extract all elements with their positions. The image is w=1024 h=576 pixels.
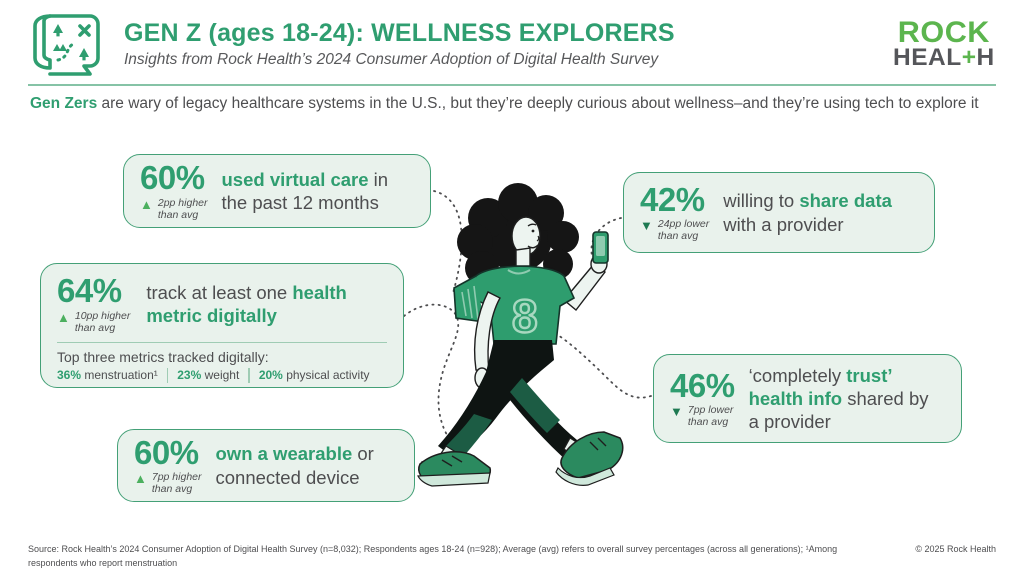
trend-up-icon: ▲ — [134, 471, 147, 487]
metrics-subheading: Top three metrics tracked digitally: — [57, 348, 269, 365]
sneakers — [417, 431, 624, 487]
metric-physical-activity: 20% physical activity — [258, 368, 370, 383]
copyright: © 2025 Rock Health — [915, 544, 996, 554]
stat-card-share-data: 42% ▼ 24pp lower than avg willing to shar… — [623, 172, 935, 253]
treasure-map-icon — [33, 14, 100, 76]
page-title: GEN Z (ages 18-24): WELLNESS EXPLORERS — [124, 19, 675, 47]
trend-down-icon: ▼ — [670, 404, 683, 420]
stat-card-virtual-care: 60% ▲ 2pp higher than avg used virtual ca… — [123, 154, 431, 228]
face — [511, 216, 541, 267]
trend-down-icon: ▼ — [640, 218, 653, 234]
trend-up-icon: ▲ — [140, 196, 153, 212]
metric-separator — [166, 367, 169, 383]
stat-value: 42% — [640, 180, 705, 218]
stat-card-track-metric: 64% ▲ 10pp higher than avg track at least… — [40, 263, 404, 388]
phone-icon — [592, 231, 609, 264]
afro-hair — [457, 183, 579, 298]
footer: Source: Rock Health’s 2024 Consumer Adop… — [28, 543, 996, 570]
sock — [439, 445, 463, 467]
stat-value: 60% — [134, 433, 199, 471]
page-subtitle: Insights from Rock Health’s 2024 Consume… — [124, 51, 659, 68]
stat-description: willing to share data with a provider — [723, 190, 892, 235]
stat-description: track at least one health metric digital… — [146, 281, 347, 326]
stat-delta-label: 10pp higher than avg — [74, 309, 131, 334]
metric-menstruation: 36% menstruation¹ — [57, 368, 158, 383]
stat-description: used virtual care in the past 12 months — [221, 168, 389, 213]
stat-card-trust: 46% ▼ 7pp lower than avg ‘completely trus… — [653, 354, 962, 443]
rock-health-logo: ROCK HEAL+H — [893, 16, 995, 71]
card-inner-divider — [57, 341, 387, 343]
sock — [563, 437, 587, 461]
logo-word-health: HEAL+H — [893, 43, 995, 71]
logo-word-rock: ROCK — [898, 16, 991, 50]
stat-description: ‘completely trust’ health info shared by… — [748, 364, 929, 433]
stat-delta-label: 24pp lower than avg — [657, 218, 710, 243]
top-metrics-row: 36% menstruation¹ 23% weight 20% physica… — [57, 367, 387, 383]
stat-delta-label: 7pp lower than avg — [687, 404, 734, 429]
stat-value: 60% — [140, 159, 205, 197]
metric-weight: 23% weight — [177, 368, 240, 383]
stat-delta-label: 7pp higher than avg — [151, 471, 202, 496]
logo-plus-glyph: + — [961, 43, 977, 71]
stat-delta-label: 2pp higher than avg — [157, 196, 208, 221]
hanging-arm — [473, 291, 501, 389]
jersey-number: 8 — [512, 290, 538, 342]
trend-up-icon: ▲ — [57, 309, 70, 325]
tagline: Gen Zers are wary of legacy healthcare s… — [0, 86, 1024, 113]
jersey: 8 — [453, 265, 576, 345]
stat-description: own a wearable or connected device — [215, 443, 374, 488]
tagline-lead: Gen Zers — [30, 95, 98, 112]
header: GEN Z (ages 18-24): WELLNESS EXPLORERS I… — [0, 0, 1024, 84]
header-divider — [28, 84, 996, 86]
stat-card-wearable: 60% ▲ 7pp higher than avg own a wearable … — [117, 429, 415, 502]
source-note: Source: Rock Health’s 2024 Consumer Adop… — [28, 544, 838, 568]
walking-person-illustration: 8 — [417, 183, 624, 487]
stat-value: 64% — [57, 272, 122, 309]
stat-value: 46% — [670, 366, 735, 404]
metric-separator — [248, 367, 250, 383]
leggings — [438, 340, 584, 462]
tagline-rest: are wary of legacy healthcare systems in… — [97, 95, 979, 112]
raised-arm — [563, 231, 609, 312]
